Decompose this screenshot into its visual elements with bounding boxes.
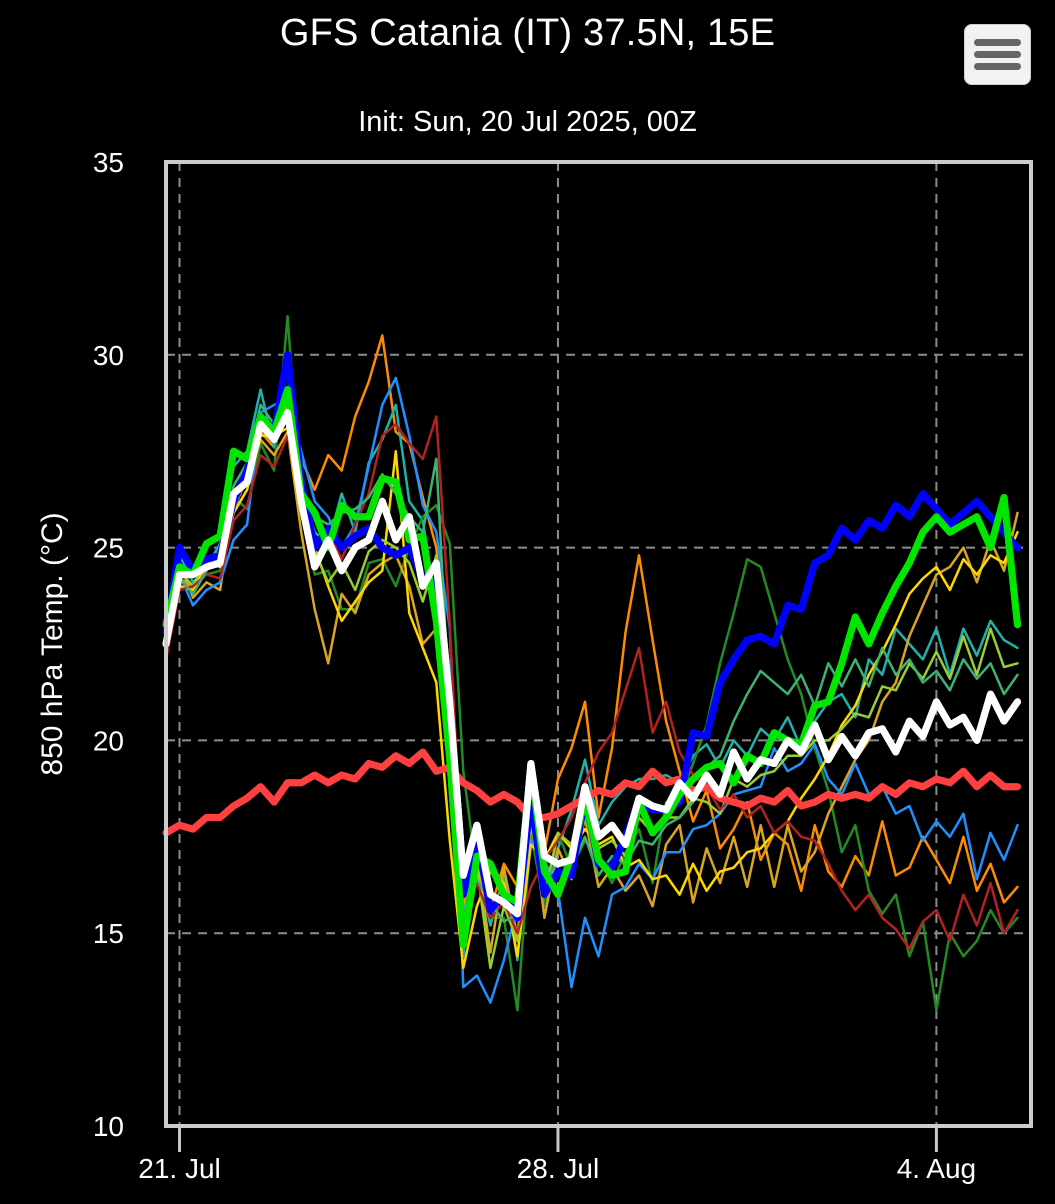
- hamburger-menu-icon: [974, 39, 1021, 70]
- menu-button[interactable]: [964, 24, 1031, 85]
- y-tick-label: 20: [93, 725, 124, 756]
- series-line-emphasis: [162, 748, 1021, 837]
- y-tick-label: 10: [93, 1111, 124, 1142]
- x-tick-label: 4. Aug: [897, 1153, 976, 1184]
- x-tick-label: 28. Jul: [517, 1153, 600, 1184]
- chart-title: GFS Catania (IT) 37.5N, 15E: [279, 12, 776, 54]
- y-tick-label: 35: [93, 147, 124, 178]
- chart-subtitle: Init: Sun, 20 Jul 2025, 00Z: [358, 106, 697, 138]
- series-line: [164, 430, 1019, 954]
- series-line: [164, 415, 1019, 950]
- y-tick-label: 25: [93, 533, 124, 564]
- y-axis-label: 850 hPa Temp. (°C): [36, 512, 69, 775]
- y-tick-label: 15: [93, 918, 124, 949]
- plot-frame: [164, 160, 1033, 1128]
- x-tick-label: 21. Jul: [138, 1153, 221, 1184]
- series-line-emphasis: [162, 386, 1021, 949]
- series-line: [164, 407, 1019, 970]
- y-tick-label: 30: [93, 340, 124, 371]
- series-line-emphasis: [162, 409, 1021, 918]
